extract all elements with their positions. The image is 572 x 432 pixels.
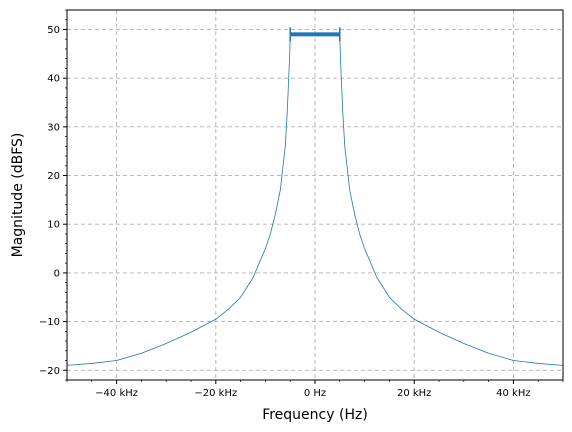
grid-lines xyxy=(67,10,563,380)
y-tick-label: 0 xyxy=(54,268,60,279)
passband-ripple xyxy=(290,32,340,37)
x-tick-label: 20 kHz xyxy=(397,388,431,399)
y-tick-label: 10 xyxy=(47,220,60,231)
y-tick-label: 50 xyxy=(47,25,60,36)
y-tick-label: −20 xyxy=(39,366,60,377)
x-tick-label: −40 kHz xyxy=(95,388,138,399)
y-tick-label: 30 xyxy=(47,122,60,133)
x-axis-label: Frequency (Hz) xyxy=(262,407,368,423)
series-layer xyxy=(66,27,564,366)
axis-ticks xyxy=(63,9,564,384)
x-tick-label: −20 kHz xyxy=(194,388,237,399)
y-axis-label: Magnitude (dBFS) xyxy=(10,133,26,258)
tick-labels: −40 kHz −20 kHz 0 Hz 20 kHz 40 kHz −20 −10 0 10 2… xyxy=(39,25,531,399)
y-tick-label: −10 xyxy=(39,317,60,328)
x-tick-label: 0 Hz xyxy=(304,388,326,399)
y-tick-label: 20 xyxy=(47,171,60,182)
x-tick-label: 40 kHz xyxy=(496,388,530,399)
y-tick-label: 40 xyxy=(47,74,60,85)
